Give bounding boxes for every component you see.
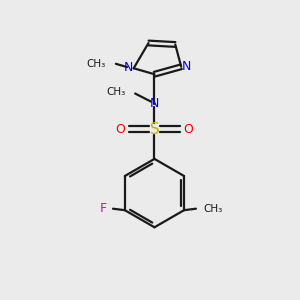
- Text: O: O: [115, 123, 125, 136]
- Text: N: N: [182, 60, 191, 73]
- Text: F: F: [100, 202, 107, 215]
- Text: N: N: [124, 61, 133, 74]
- Text: O: O: [184, 123, 194, 136]
- Text: CH₃: CH₃: [87, 59, 106, 69]
- Text: N: N: [150, 98, 159, 110]
- Text: S: S: [150, 122, 159, 137]
- Text: CH₃: CH₃: [203, 204, 223, 214]
- Text: CH₃: CH₃: [106, 87, 125, 97]
